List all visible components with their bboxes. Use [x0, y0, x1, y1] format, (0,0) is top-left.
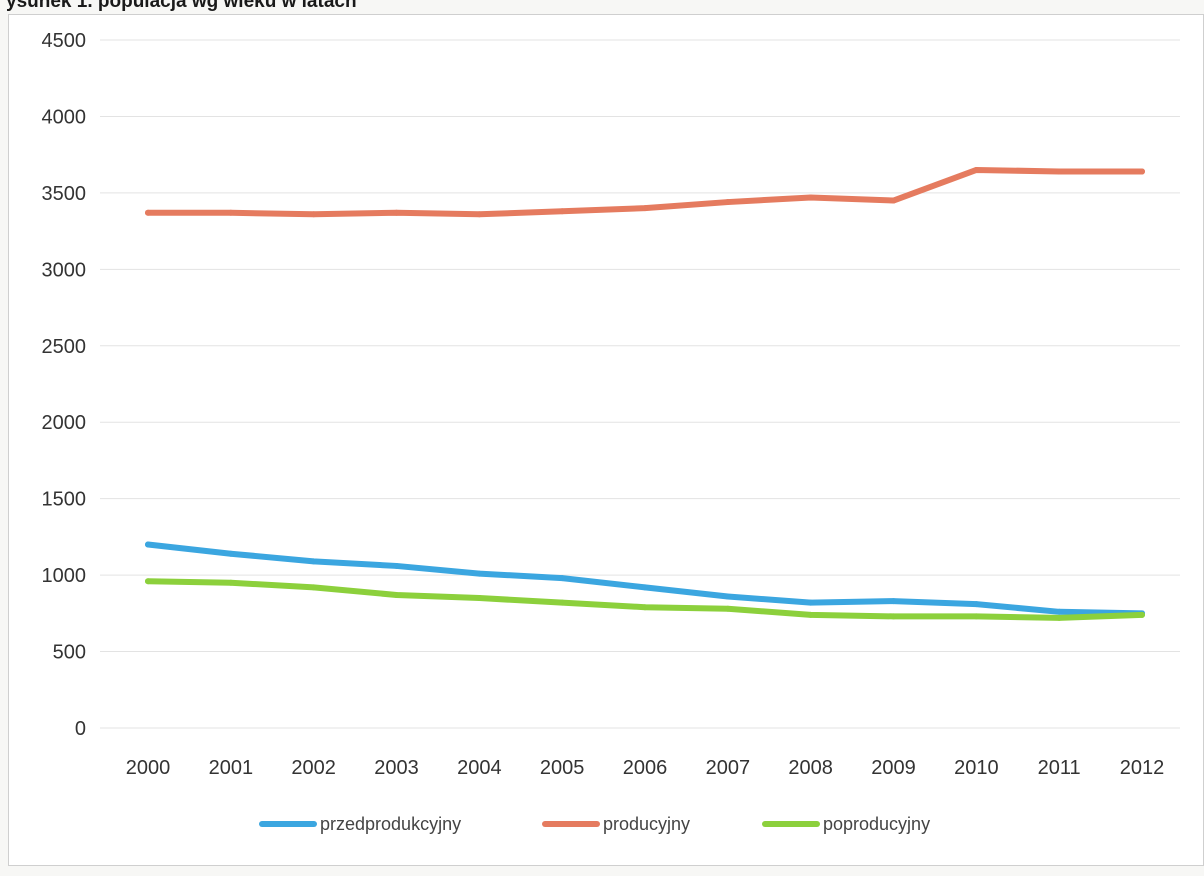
data-point	[724, 605, 731, 612]
data-point	[393, 562, 400, 569]
data-point	[642, 584, 648, 591]
data-point	[724, 593, 731, 600]
legend-item-przedprodukcyjny: przedprodukcyjny	[259, 814, 461, 834]
legend-label: producyjny	[603, 814, 690, 834]
data-point	[807, 599, 814, 606]
data-point	[476, 211, 483, 218]
data-point	[227, 209, 234, 216]
y-tick-label: 4500	[42, 30, 87, 52]
data-point	[310, 584, 317, 591]
series-producyjny	[145, 166, 1145, 218]
data-point	[1056, 608, 1063, 615]
x-tick-label: 2010	[954, 757, 999, 779]
data-point	[973, 613, 980, 620]
series-lines	[145, 166, 1145, 621]
legend-label: poproducyjny	[823, 814, 930, 834]
gridlines	[100, 39, 1180, 729]
data-point	[807, 611, 814, 618]
legend-item-producyjny: producyjny	[542, 814, 690, 834]
legend: przedprodukcyjny producyjny poproducyjny	[259, 814, 930, 834]
data-point	[476, 595, 483, 602]
data-point	[1056, 614, 1063, 621]
x-tick-label: 2011	[1038, 757, 1081, 779]
y-tick-label: 3500	[42, 183, 87, 205]
data-point	[227, 550, 234, 557]
y-tick-label: 4000	[42, 106, 87, 128]
x-tick-label: 2004	[457, 757, 502, 779]
data-point	[973, 601, 980, 608]
page-title: ysunek 1. populacja wg wieku w latach	[6, 0, 357, 12]
data-point	[642, 205, 648, 212]
x-tick-label: 2006	[623, 757, 668, 779]
x-tick-label: 2000	[126, 757, 171, 779]
data-point	[1139, 611, 1145, 618]
data-point	[973, 166, 980, 173]
data-point	[1139, 168, 1145, 175]
data-point	[145, 578, 151, 585]
x-tick-label: 2008	[788, 757, 833, 779]
x-tick-label: 2003	[374, 757, 419, 779]
x-tick-label: 2012	[1120, 757, 1165, 779]
y-tick-label: 2500	[42, 336, 87, 358]
y-tick-label: 500	[53, 642, 86, 664]
data-point	[559, 208, 566, 215]
data-point	[145, 541, 151, 548]
data-point	[145, 209, 151, 216]
legend-item-poproducyjny: poproducyjny	[762, 814, 930, 834]
y-axis-tick-labels: 0 500 1000 1500 2000 2500 3000 3500 4000 4500	[42, 30, 87, 740]
x-tick-label: 2009	[871, 757, 916, 779]
series-przedprodukcyjny	[145, 541, 1145, 617]
data-point	[1056, 168, 1063, 175]
data-point	[724, 199, 731, 206]
y-tick-label: 2000	[42, 412, 87, 434]
y-tick-label: 1500	[42, 489, 87, 511]
y-tick-label: 3000	[42, 259, 87, 281]
data-point	[642, 604, 648, 611]
data-point	[890, 613, 897, 620]
legend-label: przedprodukcyjny	[320, 814, 461, 834]
data-point	[393, 591, 400, 598]
y-tick-label: 1000	[42, 565, 87, 587]
data-point	[310, 211, 317, 218]
x-tick-label: 2007	[706, 757, 751, 779]
data-point	[890, 598, 897, 605]
data-point	[310, 558, 317, 565]
series-poproducyjny	[145, 578, 1145, 621]
data-point	[559, 599, 566, 606]
y-tick-label: 0	[75, 718, 86, 740]
data-point	[476, 570, 483, 577]
data-point	[807, 194, 814, 201]
x-tick-label: 2001	[209, 757, 254, 779]
data-point	[559, 575, 566, 582]
x-tick-label: 2002	[291, 757, 336, 779]
data-point	[227, 579, 234, 586]
series-line-przedprodukcyjny	[145, 541, 1145, 617]
x-tick-label: 2005	[540, 757, 585, 779]
x-axis-tick-labels: 2000 2001 2002 2003 2004 2005 2006 2007 2008 2009…	[126, 757, 1165, 779]
data-point	[393, 209, 400, 216]
data-point	[890, 197, 897, 204]
